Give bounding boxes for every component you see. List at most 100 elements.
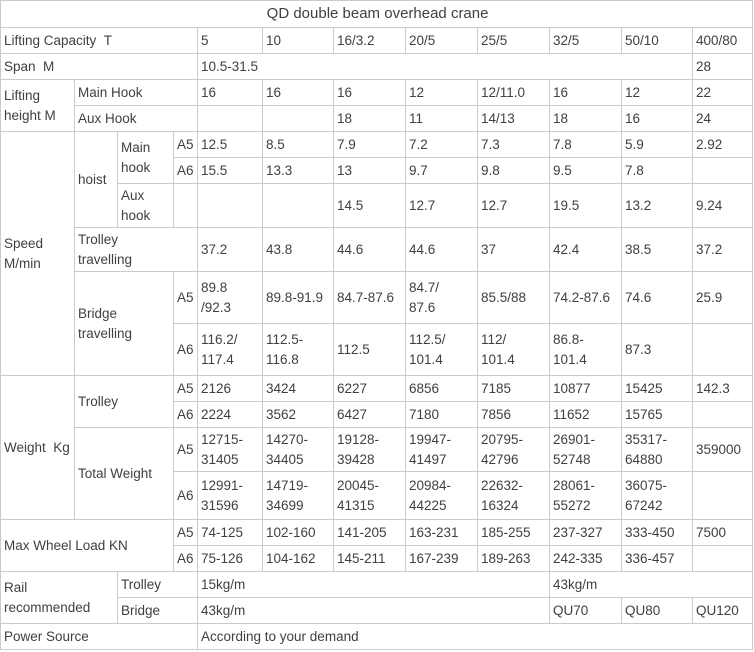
value-cell: QU70 [549,597,622,624]
value-cell: 44.6 [333,227,406,272]
table-row: Max Wheel Load KN A5 74-125 102-160 141-… [0,519,754,572]
value-cell: 22 [691,79,754,106]
value-cell: 102-160 [262,519,334,546]
row-label-weight: Weight Kg [0,375,75,520]
value-cell [262,183,334,228]
value-cell: 37.2 [197,227,263,272]
row-label-rail-trolley: Trolley [117,571,198,598]
value-cell: 28061- 55272 [549,471,622,520]
value-cell: 104-162 [262,545,334,572]
value-cell: 25/5 [477,27,550,54]
value-cell: 6856 [405,375,478,402]
value-cell: 333-450 [621,519,693,546]
row-label-hoist: hoist [74,131,118,228]
value-cell: 10877 [549,375,622,402]
value-cell: 16 [333,79,406,106]
value-cell: 116.2/ 117.4 [197,323,263,376]
table-row: Power Source According to your demand [0,623,754,650]
value-cell: 13.3 [262,157,334,184]
value-cell: 6427 [333,401,406,428]
value-cell: 9.24 [691,183,754,228]
value-cell: 142.3 [691,375,754,402]
value-cell: 6227 [333,375,406,402]
value-cell: 16 [197,79,263,106]
value-cell: 10 [262,27,334,54]
value-cell: 16 [621,105,693,132]
table-row: A6 12991- 31596 14719- 34699 20045- 4131… [1,471,754,520]
value-cell: 359000 [691,427,754,472]
table-row: A6 75-126 104-162 145-211 167-239 189-26… [1,545,754,572]
value-cell: 5.9 [621,131,693,158]
table-row: Lifting height M Main Hook 16 16 16 12 1… [0,79,754,132]
table-row: Speed M/min hoist Main hook A5 12.5 8.5 … [0,131,754,376]
value-cell: 37 [477,227,550,272]
value-cell: QU80 [621,597,693,624]
table-row: Bridge 43kg/m QU70 QU80 QU120 [1,597,754,624]
table-row: Aux hook 14.5 12.7 12.7 19.5 13.2 9.24 [1,183,754,228]
value-cell: 13 [333,157,406,184]
value-cell [197,183,263,228]
value-cell: 11 [405,105,478,132]
grade-label-a5: A5 [173,271,198,324]
value-cell: 7180 [405,401,478,428]
value-cell: 20045- 41315 [333,471,406,520]
value-cell: 75-126 [197,545,263,572]
value-cell: 22632- 16324 [477,471,550,520]
table-row: QD double beam overhead crane [0,0,754,28]
value-cell: 7185 [477,375,550,402]
value-cell: QU120 [691,597,754,624]
value-cell: 32/5 [549,27,622,54]
row-label-trolley-travelling: Trolley travelling [74,227,198,272]
table-row: A6 116.2/ 117.4 112.5- 116.8 112.5 112.5… [1,323,754,376]
value-cell: 7856 [477,401,550,428]
row-label-max-wheel-load: Max Wheel Load KN [0,519,174,572]
value-cell: 237-327 [549,519,622,546]
value-cell: 400/80 [691,27,754,54]
value-cell: 26901- 52748 [549,427,622,472]
value-cell: 37.2 [691,227,754,272]
value-cell: 84.7-87.6 [333,271,406,324]
value-cell: 10.5-31.5 [197,53,693,80]
grade-label-a6: A6 [173,323,198,376]
value-cell: 20795- 42796 [477,427,550,472]
value-cell: 43kg/m [548,571,754,598]
row-label-power-source: Power Source [0,623,198,650]
value-cell: 163-231 [405,519,478,546]
grade-label-a5: A5 [173,519,198,546]
grade-label-a6: A6 [173,157,198,184]
value-cell: 12 [405,79,478,106]
value-cell: 167-239 [405,545,478,572]
value-cell: 15kg/m [197,571,550,598]
row-label-speed-aux-hook: Aux hook [117,183,174,228]
value-cell: 12 [621,79,693,106]
row-label-span: Span M [0,53,198,80]
value-cell: 44.6 [405,227,478,272]
row-label-rail-recommended: Rail recommended [0,571,118,624]
row-label-main-hook: Main Hook [74,79,198,106]
row-label-aux-hook: Aux Hook [74,105,198,132]
table-title: QD double beam overhead crane [0,0,754,28]
value-cell: 7.8 [549,131,622,158]
table-row: A6 2224 3562 6427 7180 7856 11652 15765 [1,401,754,428]
value-cell: 3562 [262,401,334,428]
value-cell: 15765 [621,401,693,428]
grade-label-empty [173,183,198,228]
value-cell: 16/3.2 [333,27,406,54]
value-cell: 42.4 [549,227,622,272]
value-cell: 9.7 [405,157,478,184]
value-cell [691,323,754,376]
value-cell: 5 [197,27,263,54]
value-cell: 7500 [691,519,754,546]
value-cell: 15425 [621,375,693,402]
value-cell: 74-125 [197,519,263,546]
value-cell: 16 [549,79,622,106]
value-cell [262,105,334,132]
row-label-speed: Speed M/min [0,131,75,376]
value-cell: 242-335 [549,545,622,572]
value-cell: 2224 [197,401,263,428]
value-cell: 7.2 [405,131,478,158]
value-cell: 85.5/88 [477,271,550,324]
table-row: Bridge travelling A5 89.8 /92.3 89.8-91.… [1,271,754,376]
value-cell: 189-263 [477,545,550,572]
